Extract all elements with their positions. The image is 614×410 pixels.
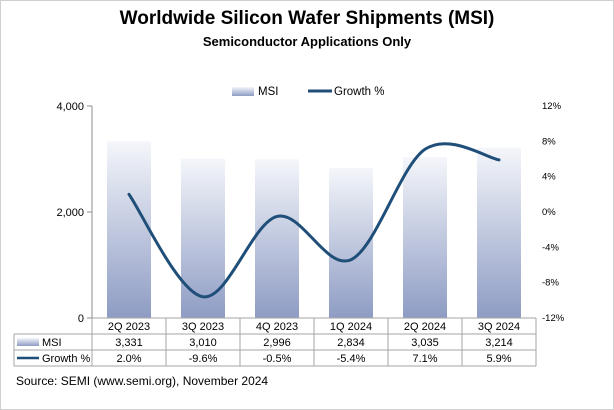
table-category-label: 2Q 2023: [108, 321, 150, 333]
right-tick-label: -12%: [542, 313, 565, 324]
growth-line-series: [127, 142, 501, 299]
chart-subtitle: Semiconductor Applications Only: [202, 34, 412, 49]
bar-2q-2024: [403, 157, 447, 318]
table-growth-value: 2.0%: [116, 353, 141, 365]
right-tick-label: 12%: [542, 101, 562, 112]
source-note: Source: SEMI (www.semi.org), November 20…: [16, 374, 269, 388]
table-growth-value: 5.9%: [486, 353, 511, 365]
table-growth-value: 7.1%: [412, 353, 437, 365]
table-msi-value: 2,834: [337, 337, 365, 349]
bar-3q-2024: [477, 147, 521, 318]
table-category-label: 2Q 2024: [404, 321, 446, 333]
table-growth-value: -9.6%: [189, 353, 218, 365]
table-msi-row-label: MSI: [42, 337, 62, 349]
table-msi-value: 3,331: [115, 337, 143, 349]
table-msi-value: 3,010: [189, 337, 217, 349]
table-growth-value: -0.5%: [263, 353, 292, 365]
bar-series: [107, 141, 521, 318]
right-axis: 12% 8% 4% 0% -4% -8% -12%: [542, 101, 565, 324]
table-msi-value: 3,035: [411, 337, 439, 349]
table-category-label: 4Q 2023: [256, 321, 298, 333]
table-msi-swatch: [17, 338, 39, 346]
legend-msi-label: MSI: [258, 86, 278, 98]
table-msi-value: 3,214: [485, 337, 513, 349]
table-category-label: 1Q 2024: [330, 321, 372, 333]
left-axis: 0 2,000 4,000: [56, 101, 93, 325]
right-tick-label: -4%: [542, 242, 559, 253]
right-tick-label: 8%: [542, 136, 556, 147]
chart-legend: MSI Growth %: [232, 86, 385, 98]
bar-1q-2024: [329, 167, 373, 318]
right-tick-label: -8%: [542, 278, 559, 289]
left-tick-label: 4,000: [56, 101, 84, 113]
bar-2q-2023: [107, 141, 151, 318]
bar-4q-2023: [255, 159, 299, 318]
table-growth-row-label: Growth %: [42, 353, 91, 365]
table-category-label: 3Q 2023: [182, 321, 224, 333]
table-category-label: 3Q 2024: [478, 321, 520, 333]
table-growth-value: -5.4%: [337, 353, 366, 365]
left-tick-label: 2,000: [56, 207, 84, 219]
left-tick-label: 0: [78, 313, 84, 325]
right-tick-label: 0%: [542, 207, 556, 218]
legend-msi-swatch: [232, 87, 254, 96]
legend-growth-label: Growth %: [334, 86, 385, 98]
chart-title: Worldwide Silicon Wafer Shipments (MSI): [119, 8, 495, 29]
data-table: 2Q 2023 3Q 2023 4Q 2023 1Q 2024 2Q 2024 3Q 20…: [13, 317, 537, 367]
table-msi-value: 2,996: [263, 337, 291, 349]
right-tick-label: 4%: [542, 172, 556, 183]
bar-3q-2023: [181, 158, 225, 318]
